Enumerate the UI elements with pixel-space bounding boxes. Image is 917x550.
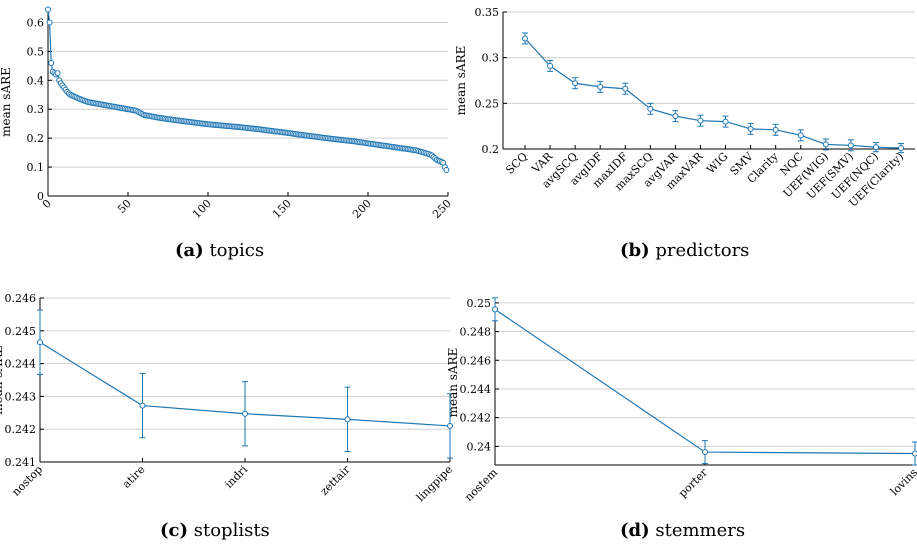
x-tick-label: zettair (318, 462, 354, 498)
caption-label: (d) (620, 520, 650, 541)
x-tick-label: 250 (430, 197, 454, 221)
series-line (494, 308, 916, 455)
caption-predictors: (b) predictors (620, 240, 749, 261)
data-point (139, 402, 146, 409)
data-point (847, 142, 854, 149)
data-point (702, 449, 708, 456)
data-point (572, 80, 579, 87)
x-tick-label: 150 (270, 197, 294, 221)
y-tick-label: 0.35 (475, 6, 500, 19)
x-tick-label: WIG (704, 150, 730, 176)
data-point (822, 141, 829, 148)
y-tick-label: 0.25 (475, 97, 500, 110)
caption-text: predictors (655, 240, 750, 261)
y-tick-label: 0.244 (460, 383, 492, 396)
y-tick-label: 0.243 (5, 390, 37, 403)
data-point (242, 410, 248, 417)
y-axis-label: mean sARE (454, 46, 468, 116)
data-point (772, 126, 779, 133)
x-tick-label: indri (222, 463, 250, 491)
y-tick-label: 0.6 (27, 16, 45, 29)
data-point (872, 144, 879, 151)
caption-label: (c) (160, 520, 188, 541)
data-point (547, 62, 554, 69)
caption-label: (b) (620, 240, 650, 261)
data-point (45, 6, 51, 13)
chart-topics: 0 0.1 0.2 0.3 0.4 0.5 0.6 mean sARE 0 50 100 150 200… (0, 6, 454, 221)
data-point (443, 166, 450, 173)
y-tick-label: 0.1 (27, 161, 45, 174)
x-tick-label: 200 (350, 197, 374, 221)
y-tick-label: 0.246 (460, 354, 492, 367)
y-axis-label: mean sARE (446, 348, 460, 418)
x-tick-label: 100 (190, 197, 214, 221)
data-point (912, 450, 917, 457)
y-tick-label: 0.242 (460, 412, 492, 425)
x-tick-label: atire (120, 463, 148, 491)
y-tick-label: 0.246 (5, 292, 37, 305)
data-point (344, 416, 351, 423)
y-tick-label: 0.241 (5, 456, 37, 469)
x-tick-label: porter (676, 465, 711, 500)
y-tick-label: 0.5 (27, 45, 45, 58)
y-tick-label: 0.4 (27, 74, 45, 87)
data-point (647, 105, 654, 112)
data-point (747, 125, 754, 132)
y-tick-label: 0.245 (5, 325, 37, 338)
y-tick-label: 0.25 (467, 297, 492, 310)
y-tick-label: 0.2 (27, 132, 45, 145)
chart-stemmers: 0.24 0.242 0.244 0.246 0.248 0.25 mean sARE nos… (446, 297, 917, 504)
x-tick-label: SCQ (503, 150, 530, 177)
data-point (37, 339, 43, 346)
x-tick-label: 0 (40, 197, 54, 211)
data-point (447, 422, 453, 429)
y-tick-label: 0.24 (467, 440, 492, 453)
caption-stemmers: (d) stemmers (620, 520, 745, 541)
x-tick-label: nostem (462, 466, 500, 504)
data-point (597, 83, 604, 90)
data-point (492, 306, 498, 313)
y-axis-label: mean sARE (0, 345, 5, 415)
data-point (46, 19, 53, 26)
caption-text: topics (209, 240, 265, 261)
data-point (54, 70, 61, 77)
y-tick-label: 0.3 (27, 103, 45, 116)
data-point (672, 113, 679, 120)
y-axis-label: mean sARE (0, 67, 13, 137)
data-point (797, 132, 804, 139)
data-point (48, 59, 55, 66)
data-point (722, 118, 729, 125)
y-tick-label: 0 (37, 190, 44, 203)
x-tick-label: lovins (888, 466, 917, 498)
caption-topics: (a) topics (175, 240, 264, 261)
x-tick-label: lingpipe (414, 463, 455, 504)
data-point (522, 35, 528, 42)
data-point (697, 117, 704, 124)
data-point (622, 85, 629, 92)
y-tick-label: 0.244 (5, 358, 37, 371)
caption-text: stemmers (655, 520, 746, 541)
caption-label: (a) (175, 240, 204, 261)
y-tick-label: 0.3 (482, 52, 500, 65)
data-point (898, 145, 904, 152)
caption-text: stoplists (193, 520, 270, 541)
y-tick-label: 0.248 (460, 326, 492, 339)
y-tick-label: 0.2 (482, 143, 500, 156)
caption-stoplists: (c) stoplists (160, 520, 270, 541)
x-tick-label: 50 (115, 197, 134, 216)
y-tick-label: 0.242 (5, 423, 37, 436)
series-line (524, 38, 902, 149)
